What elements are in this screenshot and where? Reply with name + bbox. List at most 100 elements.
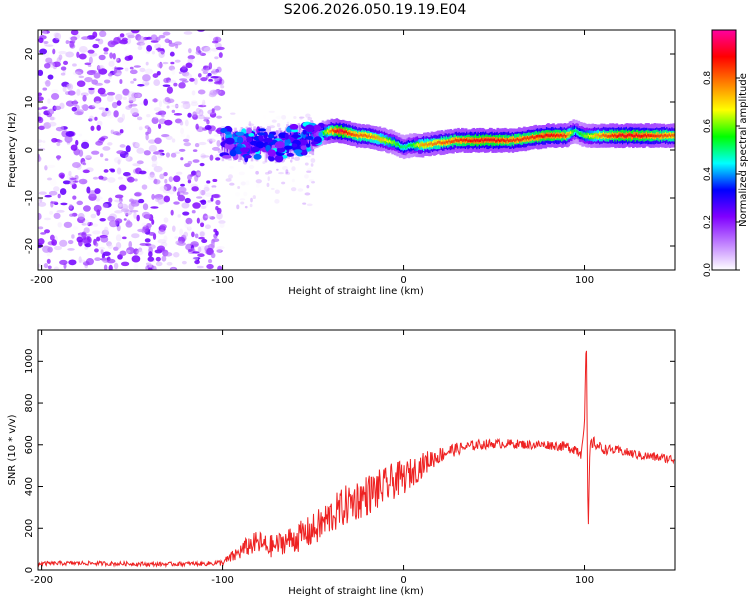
spectrogram-noise-cell [178, 148, 186, 152]
spectrogram-noise-cell [211, 185, 217, 188]
spectrogram-noise-cell [171, 109, 176, 114]
spectrogram-noise-cell [249, 203, 253, 208]
spectrogram-noise-cell [136, 160, 144, 165]
spectrogram-noise-cell [197, 114, 205, 120]
spectrogram-noise-cell [158, 50, 165, 59]
spectrogram-noise-cell [181, 65, 187, 70]
spectrogram-noise-cell [125, 145, 131, 153]
spectrogram-noise-cell [148, 144, 158, 152]
spectrogram-noise-cell [100, 249, 104, 255]
spectrogram-noise-cell [122, 88, 130, 96]
spectrogram-noise-cell [116, 72, 123, 76]
spectrogram-noise-cell [78, 256, 82, 264]
spectrogram-noise-cell [124, 47, 128, 51]
spectrogram-noise-cell [210, 241, 215, 248]
spectrogram-noise-cell [187, 249, 192, 252]
spectrogram-noise-cell [107, 243, 113, 249]
spectrogram-noise-cell [144, 82, 150, 86]
spectrogram-noise-cell [137, 35, 145, 44]
spectrogram-noise-cell [180, 133, 186, 138]
spectrogram-noise-cell [90, 125, 95, 131]
spectrogram-noise-cell [117, 117, 124, 123]
spectrogram-noise-cell [157, 62, 164, 68]
spectrogram-noise-cell [170, 209, 174, 216]
spectrogram-noise-cell [208, 62, 213, 70]
spectrogram-noise-cell [163, 171, 168, 177]
spectrogram-noise-cell [106, 241, 112, 247]
spectrogram-ridge-cell [267, 133, 274, 139]
spectrogram-noise-cell [72, 195, 77, 200]
spectrogram-noise-cell [170, 184, 174, 192]
spectrogram-noise-cell [47, 74, 54, 80]
spectrogram-noise-cell [104, 158, 109, 161]
spectrogram-noise-cell [161, 255, 167, 262]
spectrogram-xtick-label: 100 [575, 275, 594, 286]
spectrogram-noise-cell [228, 174, 233, 179]
spectrogram-noise-cell [154, 43, 162, 50]
spectrogram-noise-cell [53, 32, 59, 38]
spectrogram-noise-cell [266, 182, 270, 188]
spectrogram-noise-cell [148, 251, 153, 258]
spectrogram-noise-cell [126, 246, 135, 255]
spectrogram-noise-cell [163, 195, 171, 203]
spectrogram-noise-cell [158, 201, 163, 206]
spectrogram-noise-cell [81, 141, 90, 149]
spectrogram-noise-cell [123, 60, 130, 65]
spectrogram-noise-cell [276, 168, 279, 171]
spectrogram-noise-cell [159, 185, 168, 192]
spectrogram-noise-cell [149, 171, 155, 178]
spectrogram-ridge-cell [273, 136, 277, 140]
spectrogram-noise-cell [186, 226, 192, 231]
spectrogram-noise-cell [136, 116, 143, 121]
spectrogram-noise-cell [119, 250, 127, 256]
spectrogram-noise-cell [58, 172, 65, 179]
spectrogram-noise-cell [229, 166, 234, 169]
spectrogram-noise-cell [78, 45, 88, 53]
spectrogram-noise-cell [60, 72, 66, 76]
spectrogram-noise-cell [276, 122, 281, 128]
spectrogram-noise-cell [117, 159, 121, 165]
spectrogram-noise-cell [41, 106, 48, 110]
spectrogram-noise-cell [119, 79, 123, 84]
spectrogram-noise-cell [137, 45, 143, 51]
spectrogram-noise-cell [187, 112, 192, 118]
spectrogram-noise-cell [252, 195, 256, 200]
spectrogram-noise-cell [183, 231, 189, 238]
spectrogram-noise-cell [230, 112, 236, 115]
spectrogram-noise-cell [304, 162, 309, 166]
spectrogram-noise-cell [200, 189, 206, 196]
spectrogram-noise-cell [184, 119, 189, 127]
spectrogram-noise-cell [157, 239, 167, 244]
spectrogram-noise-cell [143, 98, 149, 106]
spectrogram-noise-cell [103, 264, 108, 270]
spectrogram-noise-cell [205, 187, 214, 194]
spectrogram-ridge-cell [257, 132, 266, 136]
spectrogram-noise-cell [70, 30, 79, 36]
spectrogram-ridge-cell [305, 143, 311, 148]
spectrogram-noise-cell [177, 214, 181, 218]
spectrogram-noise-cell [38, 112, 41, 117]
spectrogram-noise-cell [73, 99, 78, 107]
spectrogram-noise-cell [71, 106, 78, 112]
spectrogram-noise-cell [215, 199, 221, 206]
spectrogram-ridge-cell [274, 141, 285, 149]
spectrogram-noise-cell [207, 200, 212, 203]
spectrogram-noise-cell [293, 115, 297, 120]
spectrogram-noise-cell [103, 47, 109, 52]
colorbar: 0.0 0.2 0.4 0.6 0.8 Normalized spectral ampl… [703, 29, 749, 277]
spectrogram-noise-cell [183, 31, 193, 35]
spectrogram-noise-cell [239, 198, 246, 201]
spectrogram-noise-cell [105, 107, 109, 112]
spectrogram-noise-cell [196, 171, 201, 176]
spectrogram-noise-cell [94, 116, 98, 121]
spectrogram-noise-cell [72, 226, 79, 231]
spectrogram-noise-cell [131, 255, 141, 263]
spectrogram-noise-cell [84, 77, 93, 83]
spectrogram-noise-cell [144, 68, 154, 75]
spectrogram-noise-cell [158, 34, 166, 39]
spectrogram-ridge-cell [291, 129, 299, 133]
spectrogram-noise-cell [95, 198, 101, 202]
spectrogram-ridge-cell [244, 155, 252, 159]
